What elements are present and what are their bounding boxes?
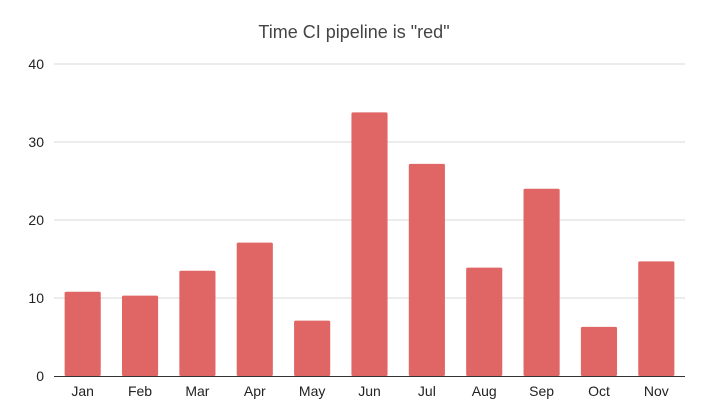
bar-apr xyxy=(236,242,273,376)
bar-jan xyxy=(64,291,101,376)
x-tick-label: Jul xyxy=(418,383,436,399)
x-tick-label: Nov xyxy=(644,383,669,399)
y-axis-ticks: 0 10 20 30 40 xyxy=(28,56,44,384)
bar-aug xyxy=(466,267,503,376)
y-tick-label: 40 xyxy=(28,56,44,72)
x-tick-label: Feb xyxy=(128,383,152,399)
y-tick-label: 20 xyxy=(28,212,44,228)
bar-feb xyxy=(121,295,159,376)
x-tick-label: Sep xyxy=(529,383,554,399)
y-tick-label: 0 xyxy=(36,368,44,384)
bars xyxy=(64,112,675,377)
bar-oct xyxy=(580,326,618,376)
x-tick-label: Mar xyxy=(185,383,209,399)
bar-nov xyxy=(638,261,675,376)
x-tick-label: Jun xyxy=(358,383,381,399)
bar-may xyxy=(294,320,331,376)
bar-sep xyxy=(523,188,560,376)
bar-jun xyxy=(351,112,388,377)
x-tick-label: Aug xyxy=(472,383,497,399)
chart-title: Time CI pipeline is "red" xyxy=(258,22,449,42)
x-axis-ticks: Jan Feb Mar Apr May Jun Jul Aug Sep Oct Nov xyxy=(71,383,668,399)
y-tick-label: 30 xyxy=(28,134,44,150)
bar-jul xyxy=(408,163,445,376)
x-tick-label: Apr xyxy=(244,383,266,399)
x-tick-label: Oct xyxy=(588,383,610,399)
x-tick-label: May xyxy=(299,383,325,399)
bar-mar xyxy=(179,270,216,376)
y-tick-label: 10 xyxy=(28,290,44,306)
x-tick-label: Jan xyxy=(71,383,94,399)
